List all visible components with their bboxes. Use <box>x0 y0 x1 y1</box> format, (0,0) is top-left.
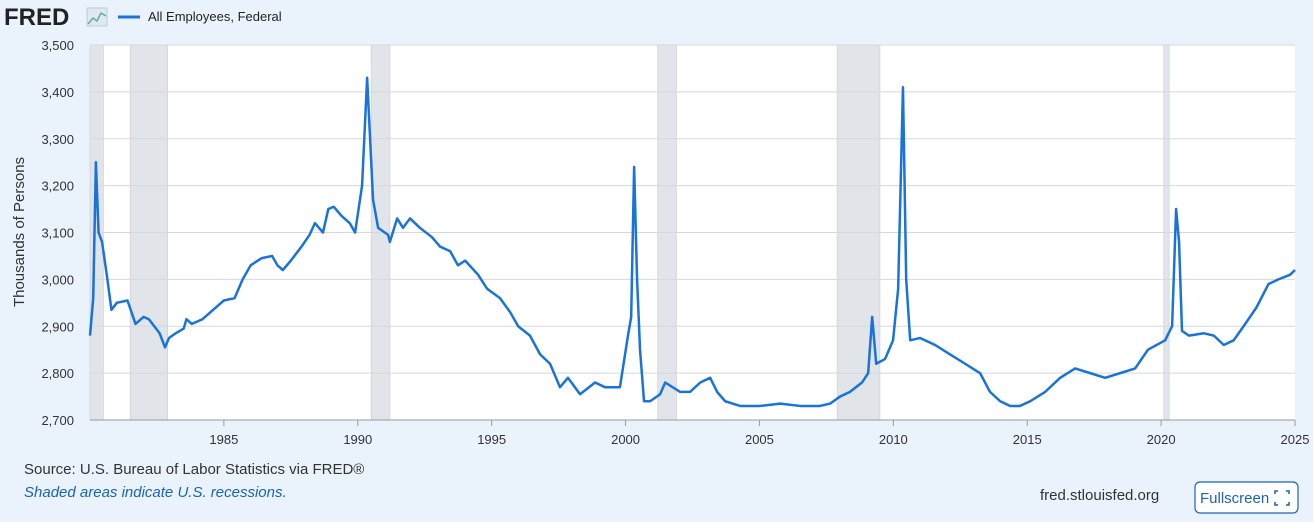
x-tick-label: 2025 <box>1281 432 1310 447</box>
y-tick-label: 3,100 <box>41 226 74 241</box>
x-tick-label: 2005 <box>745 432 774 447</box>
y-tick-label: 2,800 <box>41 366 74 381</box>
button-label[interactable]: Fullscreen <box>1200 490 1269 507</box>
y-tick-label: 2,700 <box>41 413 74 428</box>
logo-icon <box>86 7 108 27</box>
y-tick-label: 3,500 <box>41 38 74 53</box>
note: Shaded areas indicate U.S. recessions. <box>24 484 287 501</box>
source: Source: U.S. Bureau of Labor Statistics … <box>24 461 364 478</box>
y-axis-label: Thousands of Persons <box>11 157 28 307</box>
logo: FRED <box>4 4 69 31</box>
x-tick-label: 1985 <box>209 432 238 447</box>
y-tick-label: 3,200 <box>41 179 74 194</box>
x-tick-label: 1995 <box>477 432 506 447</box>
fullscreen-button[interactable]: Fullscreen <box>1194 481 1299 514</box>
y-tick-label: 3,300 <box>41 132 74 147</box>
legend-label: All Employees, Federal <box>148 9 282 24</box>
y-tick-label: 3,000 <box>41 272 74 287</box>
series-line <box>88 76 1296 408</box>
x-tick-label: 2000 <box>611 432 640 447</box>
site: fred.stlouisfed.org <box>1040 487 1159 504</box>
x-tick-label: 1990 <box>343 432 372 447</box>
x-tick-label: 2010 <box>879 432 908 447</box>
y-tick-label: 2,900 <box>41 319 74 334</box>
x-tick-label: 2015 <box>1013 432 1042 447</box>
x-tick-label: 2020 <box>1147 432 1176 447</box>
y-tick-label: 3,400 <box>41 85 74 100</box>
